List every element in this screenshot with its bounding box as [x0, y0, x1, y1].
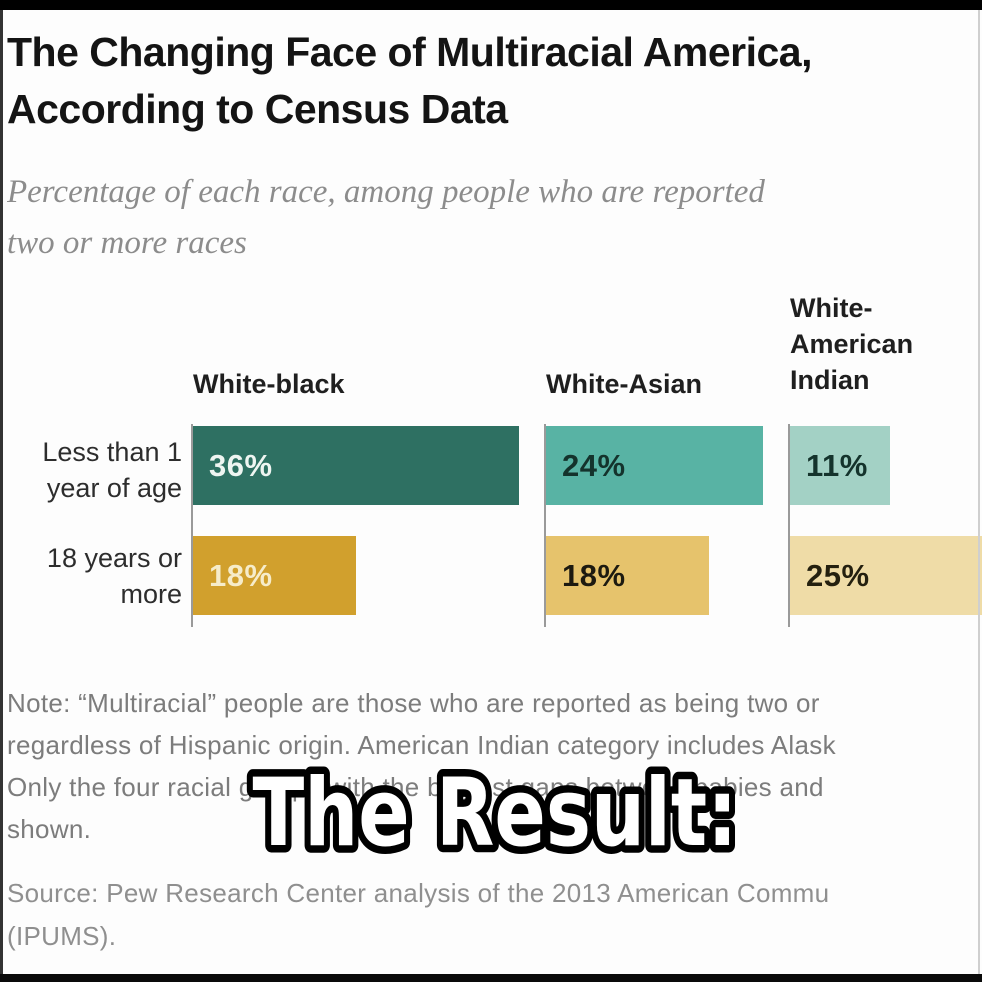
page-title-line-1: The Changing Face of Multiracial America… — [7, 29, 813, 75]
bar-value-label: 18% — [562, 557, 626, 593]
source-line-2: (IPUMS). — [7, 921, 117, 951]
bar-white-american-indian-18-plus: 25% — [790, 536, 982, 615]
bar-white-black-18-plus: 18% — [193, 536, 356, 615]
bar-white-black-under-1: 36% — [193, 426, 519, 505]
page-title-line-2: According to Census Data — [7, 86, 508, 132]
row-label-line: year of age — [46, 473, 182, 503]
source-line-1: Source: Pew Research Center analysis of … — [7, 878, 830, 908]
axis-line-white-black — [191, 424, 193, 627]
row-label-18-plus: 18 years or more — [0, 540, 182, 612]
note-line-1: Note: “Multiracial” people are those who… — [7, 688, 820, 718]
row-label-line: Less than 1 — [42, 437, 182, 467]
video-frame-left-edge — [0, 0, 3, 982]
source-text: Source: Pew Research Center analysis of … — [7, 872, 982, 958]
column-header-white-american-indian: White- American Indian — [790, 290, 913, 398]
bar-value-label: 25% — [806, 557, 870, 593]
video-frame-bottom-bar — [0, 974, 982, 982]
note-line-2: regardless of Hispanic origin. American … — [7, 730, 836, 760]
overlay-caption-container: The Result: — [245, 752, 745, 876]
video-frame-top-bar — [0, 0, 982, 10]
overlay-caption: The Result: — [253, 759, 738, 868]
column-header-white-asian: White-Asian — [546, 369, 703, 399]
column-header-white-black: White-black — [193, 369, 345, 399]
bar-value-label: 18% — [209, 557, 273, 593]
column-header-line: White- — [790, 293, 873, 323]
video-frame-right-edge — [978, 10, 980, 974]
note-line-3: Only the four racial groups with the big… — [7, 772, 824, 802]
axis-line-white-asian — [544, 424, 546, 627]
axis-line-white-american-indian — [788, 424, 790, 627]
column-header-line: American — [790, 329, 914, 359]
note-line-4: shown. — [7, 814, 92, 844]
bar-white-asian-18-plus: 18% — [546, 536, 709, 615]
bar-value-label: 36% — [209, 447, 273, 483]
note-text: Note: “Multiracial” people are those who… — [7, 682, 982, 850]
bar-value-label: 11% — [806, 447, 868, 483]
row-label-line: 18 years or — [46, 543, 182, 573]
chart-subtitle-line-1: Percentage of each race, among people wh… — [7, 174, 765, 210]
chart-subtitle-line-2: two or more races — [7, 225, 247, 261]
page-title: The Changing Face of Multiracial America… — [7, 24, 982, 138]
row-label-line: more — [120, 579, 182, 609]
bar-white-american-indian-under-1: 11% — [790, 426, 890, 505]
column-header-line: Indian — [790, 365, 870, 395]
row-label-under-1: Less than 1 year of age — [0, 434, 182, 506]
chart-subtitle: Percentage of each race, among people wh… — [7, 167, 982, 269]
bar-value-label: 24% — [562, 447, 626, 483]
bar-white-asian-under-1: 24% — [546, 426, 763, 505]
